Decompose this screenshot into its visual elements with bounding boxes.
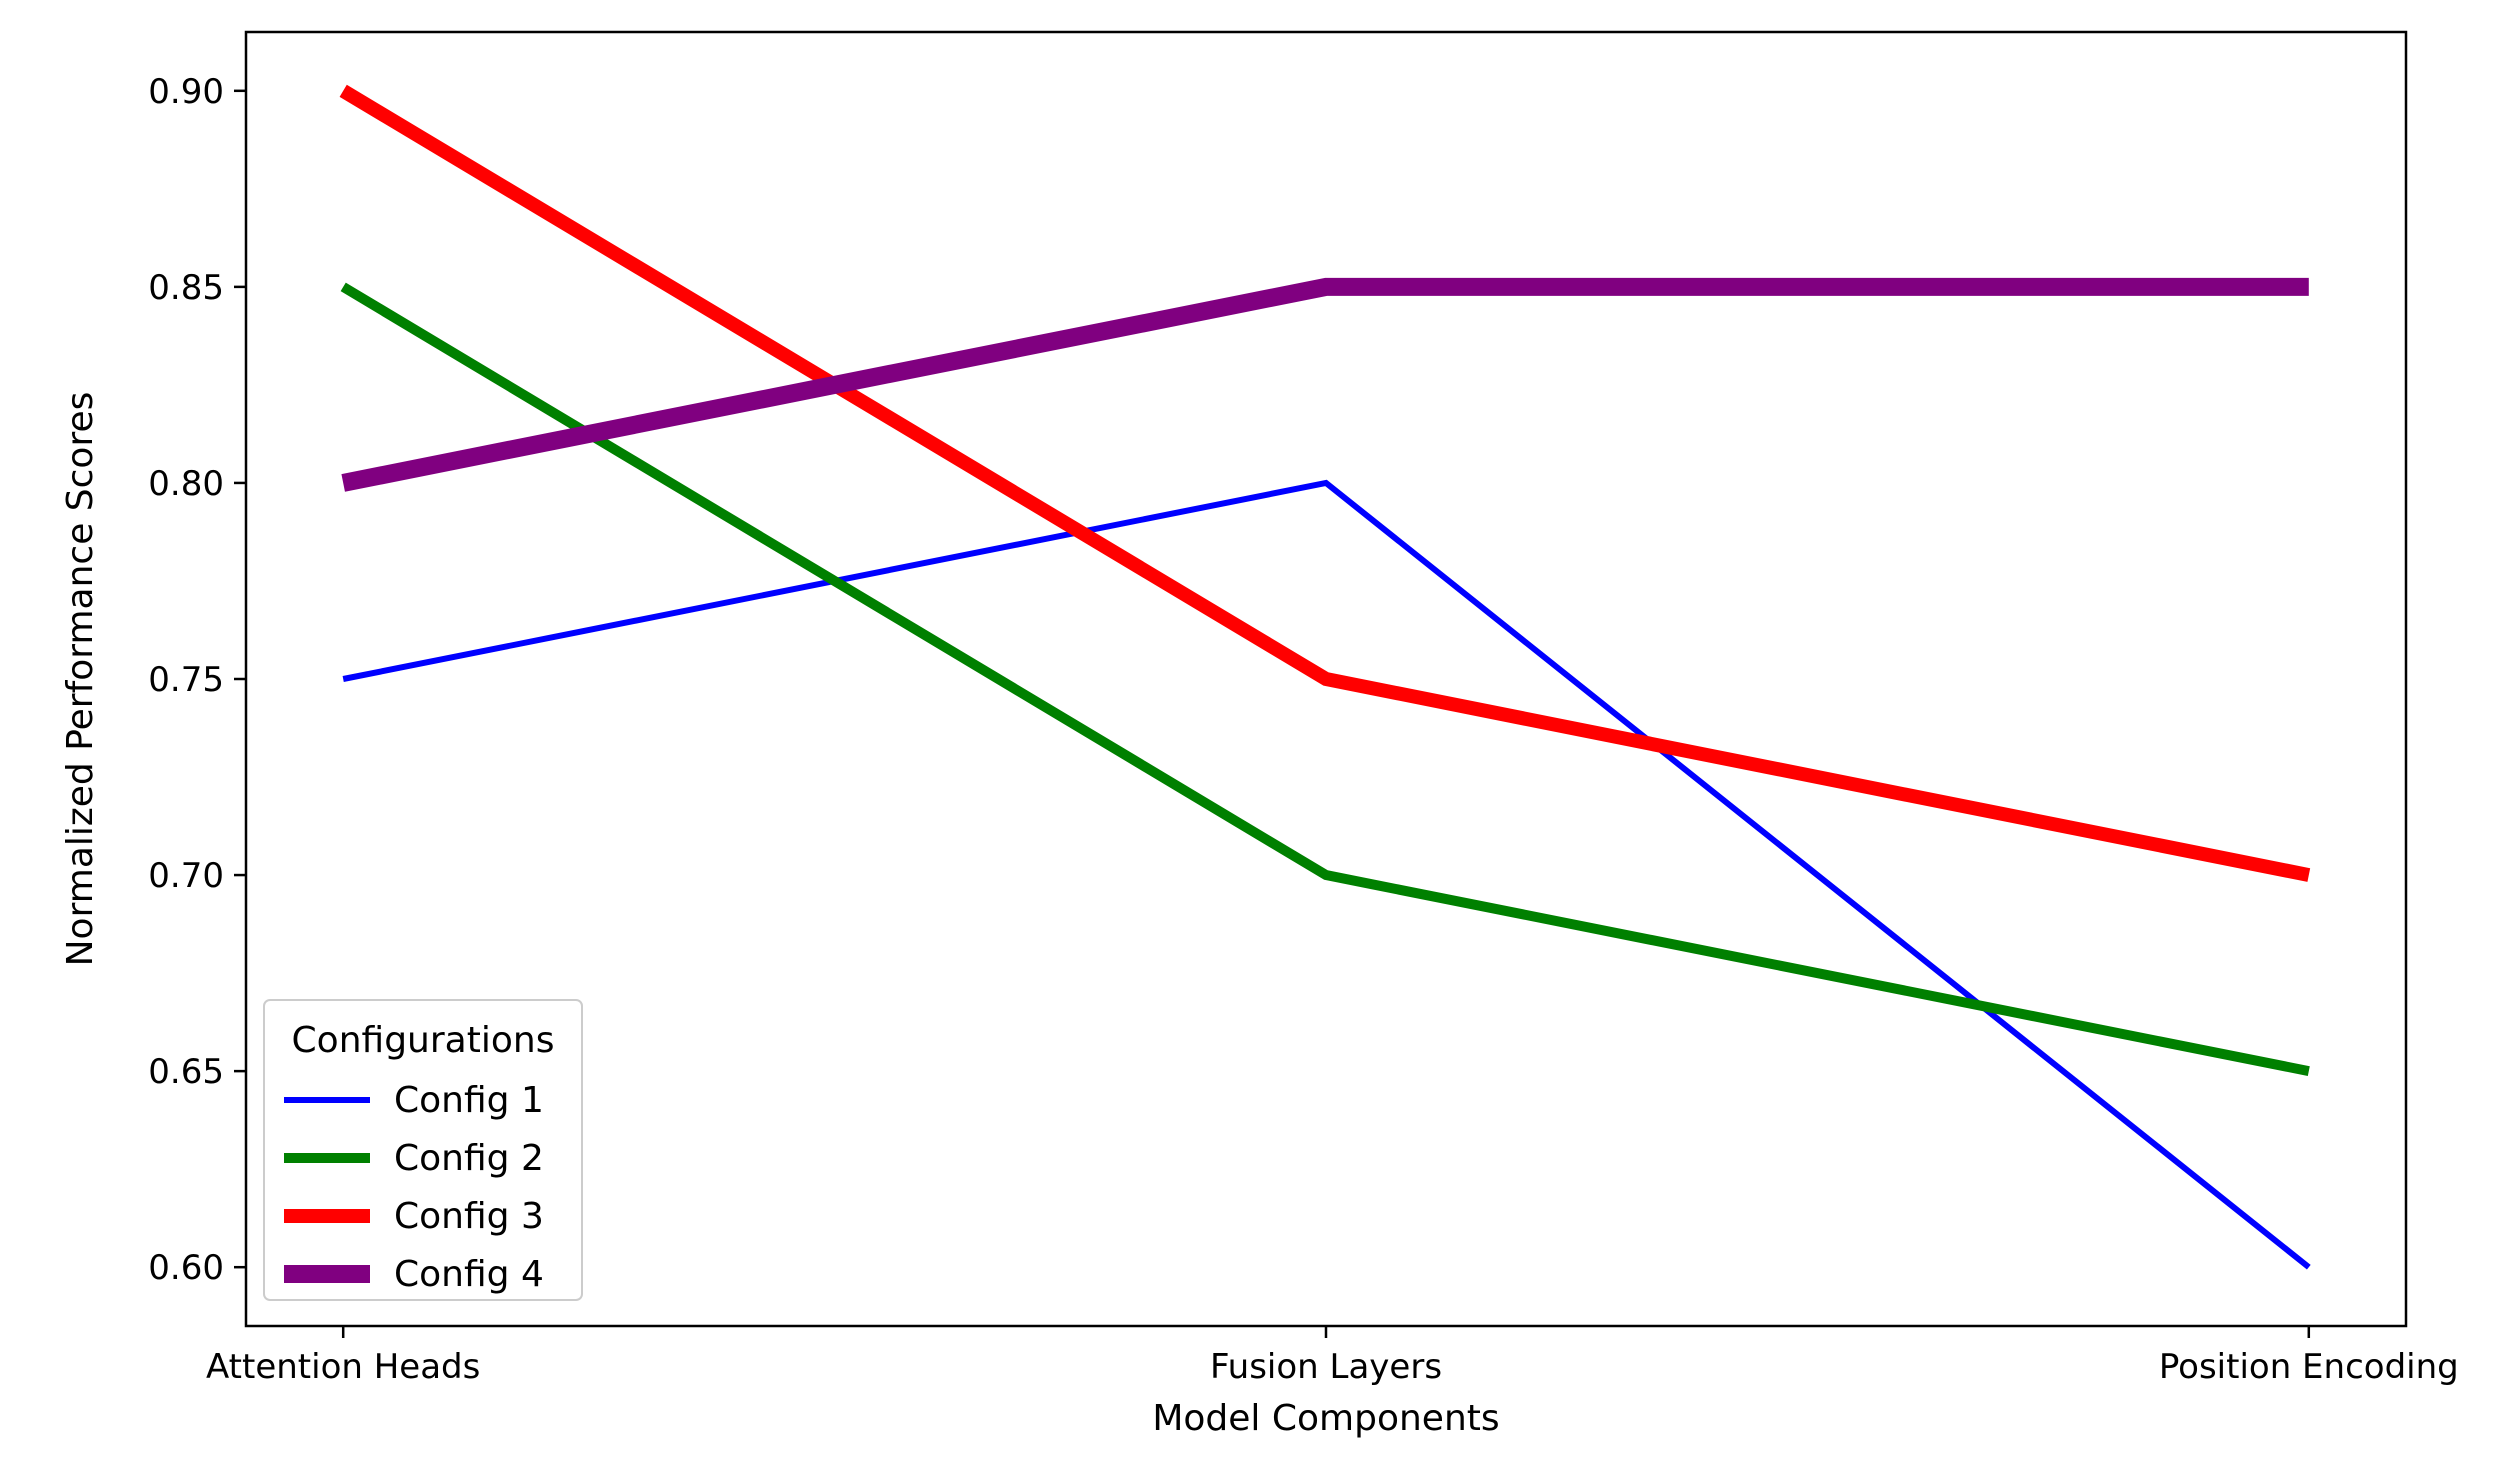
legend-label-config-3: Config 3: [394, 1196, 544, 1237]
legend-title: Configurations: [292, 1020, 555, 1061]
y-tick-label: 0.85: [148, 268, 224, 308]
series-line-config-3: [339, 84, 2311, 882]
series-line-config-2: [340, 282, 2310, 1077]
y-axis-label: Normalized Performance Scores: [60, 392, 101, 967]
x-tick-label: Attention Heads: [206, 1347, 480, 1387]
legend-label-config-1: Config 1: [394, 1080, 544, 1121]
series-lines: [339, 84, 2311, 1270]
x-tick-label: Fusion Layers: [1210, 1347, 1442, 1387]
legend-items: Config 1 Config 2 Config 3 Config 4: [284, 1080, 544, 1295]
y-tick-label: 0.80: [148, 464, 224, 504]
y-tick-label: 0.90: [148, 72, 224, 112]
x-axis-label: Model Components: [1152, 1398, 1499, 1439]
plot-area-frame: [244, 30, 2408, 1328]
series-line-config-4: [341, 277, 2309, 492]
y-tick-label: 0.60: [148, 1248, 224, 1288]
legend-label-config-2: Config 2: [394, 1138, 544, 1179]
x-tick-label: Position Encoding: [2159, 1347, 2459, 1387]
legend-label-config-4: Config 4: [394, 1254, 544, 1295]
y-axis-ticks: 0.60 0.65 0.70 0.75 0.80 0.85 0.90: [148, 72, 246, 1288]
y-tick-label: 0.75: [148, 660, 224, 700]
x-axis-ticks: Attention Heads Fusion Layers Position Enc…: [206, 1326, 2459, 1387]
y-tick-label: 0.65: [148, 1052, 224, 1092]
y-tick-label: 0.70: [148, 856, 224, 896]
legend-box: [263, 999, 583, 1301]
